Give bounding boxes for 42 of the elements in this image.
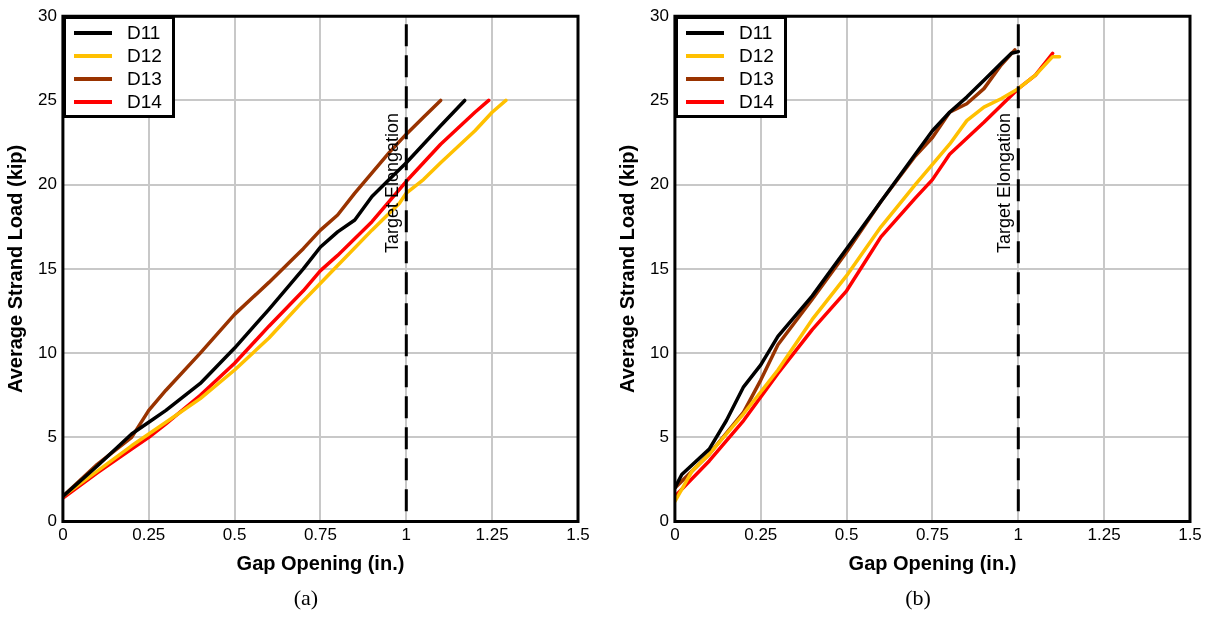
y-tick-label: 30 [649, 5, 669, 25]
x-tick-label: 0.5 [222, 525, 247, 545]
y-tick-label: 10 [37, 342, 57, 362]
x-tick-label: 0.75 [915, 525, 949, 545]
x-tick-label: 0.25 [744, 525, 778, 545]
x-tick-label: 1 [401, 525, 412, 545]
x-axis-title: Gap Opening (in.) [236, 551, 405, 574]
y-tick-label: 0 [659, 511, 669, 531]
y-tick-label: 5 [47, 427, 57, 447]
y-tick-label: 5 [659, 427, 669, 447]
y-tick-label: 10 [649, 342, 669, 362]
y-tick-label: 25 [37, 90, 57, 110]
text: (b) [904, 585, 932, 611]
text: (a) [292, 585, 320, 611]
x-tick-label: 0.75 [303, 525, 337, 545]
y-tick-label: 30 [37, 5, 57, 25]
y-tick-label: 0 [47, 511, 57, 531]
ref-line-label: Target Elongation [382, 112, 403, 254]
y-tick-label: 20 [649, 174, 669, 194]
legend-label: D13 [126, 67, 162, 91]
x-tick-label: 1 [1013, 525, 1024, 545]
y-axis-title: Average Strand Load (kip) [3, 144, 26, 393]
legend-label: D14 [738, 90, 774, 114]
legend-label: D11 [738, 21, 773, 45]
y-tick-label: 15 [37, 258, 57, 278]
legend-label: D13 [738, 67, 774, 91]
x-tick-label: 1.5 [1178, 525, 1202, 545]
x-tick-label: 0.5 [834, 525, 859, 545]
x-axis-title: Gap Opening (in.) [848, 551, 1017, 574]
legend-label: D12 [126, 44, 162, 68]
ref-line-label: Target Elongation [994, 112, 1015, 254]
y-tick-label: 25 [649, 90, 669, 110]
x-tick-label: 1.5 [566, 525, 590, 545]
x-tick-label: 1.25 [475, 525, 509, 545]
x-tick-label: 0.25 [132, 525, 166, 545]
x-tick-label: 1.25 [1087, 525, 1121, 545]
y-tick-label: 15 [649, 258, 669, 278]
y-tick-label: 20 [37, 174, 57, 194]
legend-label: D14 [126, 90, 162, 114]
legend-label: D11 [126, 21, 161, 45]
y-axis-title: Average Strand Load (kip) [615, 144, 638, 393]
legend-label: D12 [738, 44, 774, 68]
